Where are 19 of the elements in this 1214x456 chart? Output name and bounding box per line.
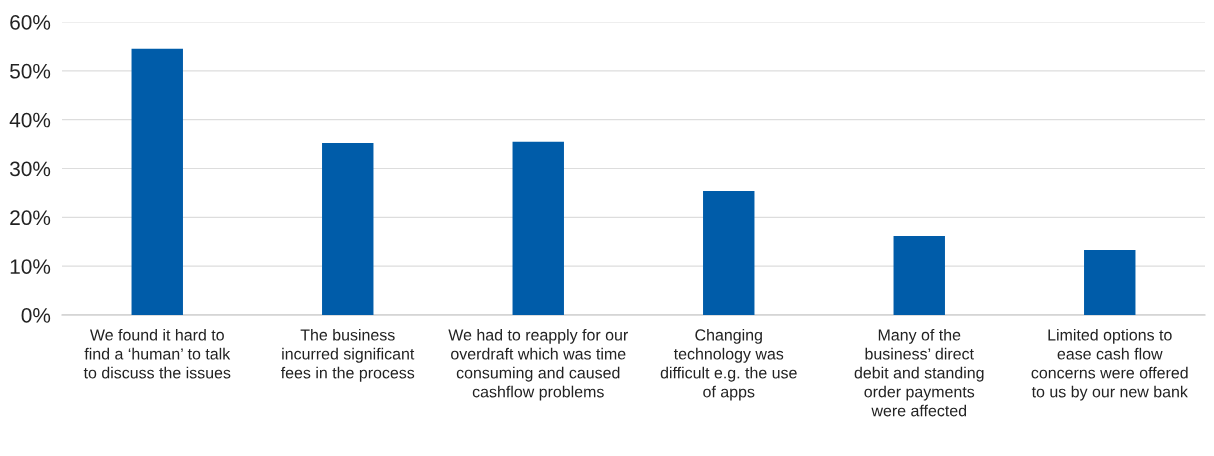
bar	[1084, 250, 1136, 315]
x-tick-label: We found it hard to find a ‘human’ to talk to discuss the issues	[83, 328, 231, 379]
y-tick-label: 50%	[10, 63, 51, 79]
bar	[131, 48, 183, 315]
x-tick-label: Changing technology was difficult e.g. the use of apps	[660, 328, 797, 401]
y-tick-label: 40%	[9, 112, 51, 128]
bar	[512, 141, 564, 315]
y-tick-label: 30%	[9, 161, 51, 177]
x-tick-label: Limited options to ease cash flow concerns were offered to us by our new bank	[1031, 328, 1188, 401]
y-tick-label: 20%	[10, 210, 51, 226]
bar	[703, 190, 755, 315]
x-tick-label: We had to reapply for our overdraft which was time consuming and caused cashflow problems	[448, 328, 628, 401]
bar	[893, 235, 945, 315]
y-tick-label: 10%	[10, 259, 51, 274]
x-tick-label: The business incurred significant fees in the process	[280, 328, 415, 382]
x-tick-label: Many of the business’ direct debit and standing order payments were affected	[854, 328, 984, 417]
y-tick-label: 0%	[21, 308, 51, 323]
bar	[322, 143, 374, 315]
y-tick-label: 60%	[10, 15, 51, 30]
